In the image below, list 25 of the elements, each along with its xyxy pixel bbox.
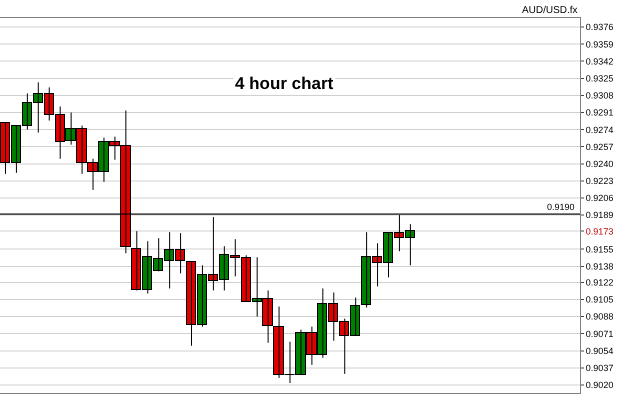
y-tick-label: 0.9105	[586, 294, 614, 305]
ref-line-label: 0.9190	[547, 202, 575, 212]
y-tick-label: 0.9088	[586, 312, 614, 322]
y-tick-label: 0.9189	[586, 210, 614, 220]
y-tick-label: 0.9291	[586, 108, 614, 118]
y-tick-label: 0.9257	[586, 142, 614, 152]
y-tick-label: 0.9359	[586, 39, 614, 50]
y-tick-label: 0.9020	[586, 380, 614, 390]
y-tick-label: 0.9173	[586, 226, 614, 236]
y-tick-label: 0.9206	[586, 193, 614, 204]
y-tick-label: 0.9223	[586, 176, 614, 186]
text: 4 hour chart	[235, 74, 334, 93]
y-tick-label: 0.9037	[586, 363, 614, 374]
y-tick-label: 0.9342	[586, 56, 614, 66]
y-tick-label: 0.9155	[586, 244, 614, 254]
y-tick-label: 0.9325	[586, 73, 614, 84]
y-tick-label: 0.9240	[586, 158, 614, 169]
chart-subtitle: AUD/USD.fx	[522, 5, 578, 16]
y-tick-label: 0.9308	[586, 90, 614, 101]
y-tick-label: 0.9071	[586, 328, 614, 339]
y-tick-label: 0.9054	[586, 346, 614, 356]
y-tick-label: 0.9138	[586, 261, 614, 272]
y-tick-label: 0.9274	[586, 124, 614, 135]
y-tick-label: 0.9122	[586, 278, 614, 288]
y-tick-label: 0.9376	[586, 22, 614, 32]
